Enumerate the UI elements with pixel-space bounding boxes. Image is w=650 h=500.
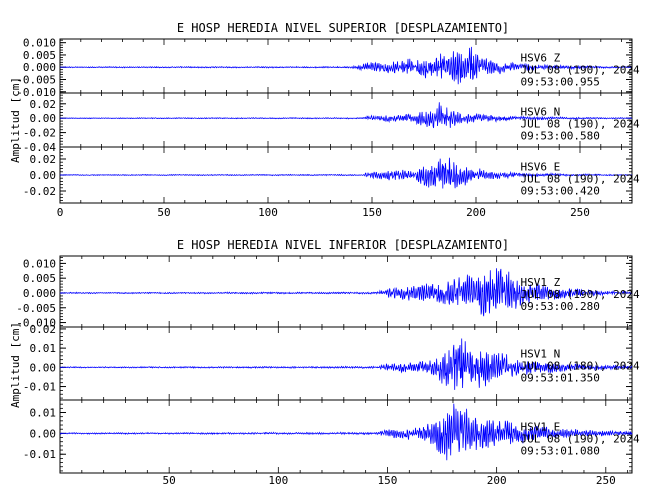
fig0-panel0-waveform xyxy=(60,46,632,85)
fig1-panel2-station-label: HSV1 E xyxy=(520,421,560,434)
fig0-xtick-label: 200 xyxy=(466,206,486,219)
upper-title: E HOSP HEREDIA NIVEL SUPERIOR [DESPLAZAM… xyxy=(177,21,509,35)
fig0-panel0-ytick-label: -0.010 xyxy=(16,86,56,99)
fig0-panel1-time-label: 09:53:00.580 xyxy=(520,130,599,143)
fig1-panel2-ytick-label: 0.00 xyxy=(30,427,57,440)
fig1-panel0-date-label: JUL 08 (190), 2024 xyxy=(520,288,640,301)
fig1-xtick-label: 150 xyxy=(378,474,398,487)
fig1-panel1-station-label: HSV1 N xyxy=(520,348,560,361)
fig1-panel2-time-label: 09:53:01.080 xyxy=(520,445,599,458)
fig0-panel0-ytick-label: 0.005 xyxy=(23,49,56,62)
fig0-panel1-ytick-label: 0.00 xyxy=(30,112,57,125)
fig1-panel1-ytick-label: -0.01 xyxy=(23,381,56,394)
fig1-panel1-waveform xyxy=(59,338,633,390)
fig0-panel2-time-label: 09:53:00.420 xyxy=(520,185,599,198)
fig0-xtick-label: 50 xyxy=(157,206,170,219)
fig0-xtick-label: 250 xyxy=(570,206,590,219)
fig0-panel1-ytick-label: 0.02 xyxy=(30,98,57,111)
fig1-panel2-waveform xyxy=(59,403,633,461)
fig1-panel0-time-label: 09:53:00.280 xyxy=(520,300,599,313)
fig1-panel0-ytick-label: 0.005 xyxy=(23,272,56,285)
fig1-xtick-label: 200 xyxy=(487,474,507,487)
lower-ylabel: Amplitud [cm] xyxy=(9,322,22,408)
fig1-panel1-ytick-label: 0.02 xyxy=(30,323,57,336)
fig1-panel2-date-label: JUL 08 (190), 2024 xyxy=(520,433,640,446)
fig1-panel1-ytick-label: 0.01 xyxy=(30,342,57,355)
lower-title: E HOSP HEREDIA NIVEL INFERIOR [DESPLAZAM… xyxy=(177,238,509,252)
fig0-xtick-label: 0 xyxy=(57,206,64,219)
fig0-panel1-waveform xyxy=(60,102,633,129)
fig0-xtick-label: 150 xyxy=(362,206,382,219)
fig1-panel0-ytick-label: 0.000 xyxy=(23,287,56,300)
fig0-panel0-station-label: HSV6 Z xyxy=(520,52,560,65)
fig1-panel2-ytick-label: -0.01 xyxy=(23,448,56,461)
fig1-xtick-label: 100 xyxy=(268,474,288,487)
fig0-panel0-time-label: 09:53:00.955 xyxy=(520,76,599,89)
fig0-xtick-label: 100 xyxy=(258,206,278,219)
fig0-panel0-ytick-label: -0.005 xyxy=(16,74,56,87)
fig1-panel0-station-label: HSV1 Z xyxy=(520,276,560,289)
fig0-panel2-ytick-label: -0.02 xyxy=(23,185,56,198)
fig0-panel1-ytick-label: -0.04 xyxy=(23,141,56,154)
fig1-panel0-ytick-label: -0.005 xyxy=(16,302,56,315)
fig0-panel0-ytick-label: 0.000 xyxy=(23,61,56,74)
fig0-panel2-waveform xyxy=(59,157,632,189)
fig1-panel0-waveform xyxy=(59,268,633,317)
fig1-xtick-label: 50 xyxy=(163,474,176,487)
fig1-panel1-ytick-label: 0.00 xyxy=(30,361,57,374)
fig0-panel2-date-label: JUL 08 (190), 2024 xyxy=(520,173,640,186)
fig0-panel0-date-label: JUL 08 (190), 2024 xyxy=(520,64,640,77)
fig1-panel0-ytick-label: 0.010 xyxy=(23,257,56,270)
fig1-panel1-date-label: JUL 08 (180), 2024 xyxy=(520,360,640,373)
fig0-panel0-ytick-label: 0.010 xyxy=(23,37,56,50)
fig1-panel2-ytick-label: 0.01 xyxy=(30,407,57,420)
fig1-panel0-ytick-label: -0.010 xyxy=(16,317,56,330)
fig0-panel2-ytick-label: 0.02 xyxy=(30,153,57,166)
fig1-panel2-frame xyxy=(59,399,633,474)
fig0-panel2-ytick-label: 0.00 xyxy=(30,169,57,182)
upper-ylabel: Amplitud [cm] xyxy=(9,77,22,163)
fig0-panel1-station-label: HSV6 N xyxy=(520,106,560,119)
fig0-panel1-date-label: JUL 08 (190), 2024 xyxy=(520,118,640,131)
fig1-panel1-time-label: 09:53:01.350 xyxy=(520,372,599,385)
fig0-panel2-station-label: HSV6 E xyxy=(520,161,560,174)
fig0-panel1-ytick-label: -0.02 xyxy=(23,127,56,140)
fig1-xtick-label: 250 xyxy=(596,474,616,487)
